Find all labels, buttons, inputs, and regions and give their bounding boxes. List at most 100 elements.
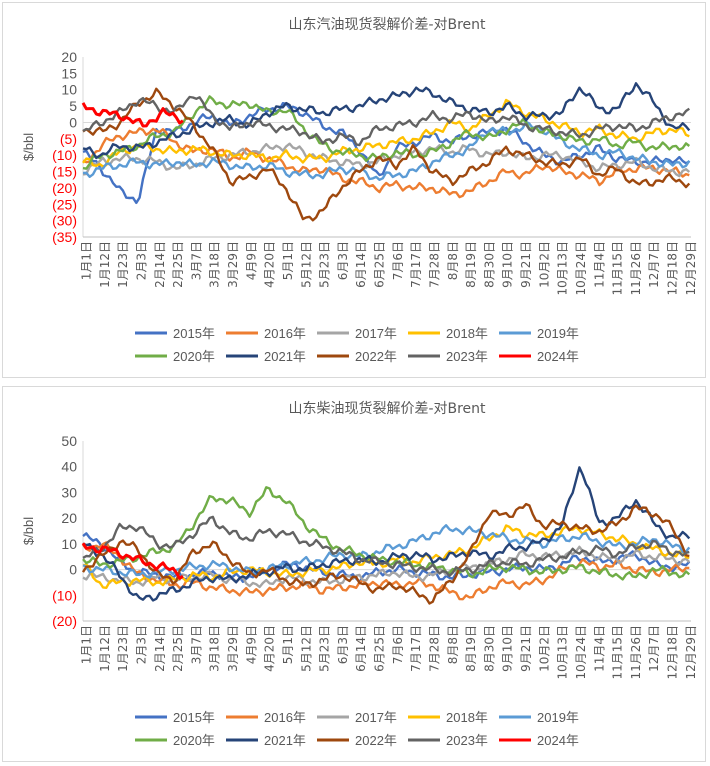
series-line-2023年: [82, 515, 690, 578]
x-tick-label: 8月19日: [464, 625, 478, 672]
x-tick-label: 3月18日: [208, 241, 222, 288]
gasoline-chart-svg: 山东汽油现货裂解价差-对Brent $/bbl 20151050(5)(10)(15…: [21, 16, 698, 364]
x-tick-label: 12月7日: [647, 625, 661, 672]
series-line-2022年: [82, 87, 691, 222]
x-tick-label: 5月12日: [299, 241, 313, 288]
x-tick-label: 11月15日: [611, 241, 625, 296]
x-tick-label: 10月13日: [556, 241, 570, 296]
x-tick-label: 2月25日: [171, 625, 185, 672]
legend-label: 2020年: [173, 349, 215, 364]
x-tick-label: 10月13日: [556, 625, 570, 680]
legend-label: 2022年: [355, 733, 397, 748]
series-line-2022年: [81, 502, 690, 605]
x-tick-label: 5月23日: [318, 241, 332, 288]
series-line-2016年: [82, 541, 690, 601]
x-tick-label: 5月12日: [299, 625, 313, 672]
legend-label: 2021年: [264, 733, 306, 748]
x-tick-label: 5月1日: [281, 241, 295, 280]
x-tick-label: 9月10日: [501, 625, 515, 672]
legend-label: 2022年: [355, 349, 397, 364]
x-tick-label: 7月6日: [391, 625, 405, 664]
x-tick-label: 6月3日: [336, 241, 350, 280]
x-tick-label: 9月21日: [519, 241, 533, 288]
series-line-2020年: [82, 486, 691, 581]
x-tick-label: 8月8日: [446, 625, 460, 664]
legend-label: 2016年: [264, 326, 306, 341]
legend-label: 2018年: [446, 326, 488, 341]
x-tick-label: 4月9日: [244, 241, 258, 280]
x-tick-label: 11月15日: [611, 625, 625, 680]
y-tick-label: 15: [61, 65, 77, 81]
chart-title: 山东汽油现货裂解价差-对Brent: [288, 16, 486, 33]
x-tick-label: 11月26日: [629, 625, 643, 680]
x-tick-label: 4月20日: [263, 241, 277, 288]
series-line-2018年: [82, 98, 690, 168]
y-tick-label: 20: [61, 510, 77, 526]
x-tick-label: 2月25日: [171, 241, 185, 288]
x-tick-label: 1月23日: [116, 241, 130, 288]
y-tick-label: 20: [61, 49, 77, 65]
y-tick-label: 10: [61, 82, 77, 98]
x-tick-label: 3月29日: [226, 625, 240, 672]
x-tick-label: 6月14日: [354, 625, 368, 672]
x-tick-label: 2月3日: [134, 241, 148, 280]
y-tick-label: (35): [52, 229, 77, 245]
y-tick-label: 50: [61, 433, 77, 449]
y-tick-label: (5): [60, 131, 77, 147]
y-axis-label: $/bbl: [21, 133, 36, 161]
legend-label: 2023年: [446, 349, 488, 364]
x-tick-label: 6月3日: [336, 625, 350, 664]
series-line-2023年: [82, 95, 690, 147]
series-line-2018年: [82, 524, 690, 590]
diesel-chart-svg: 山东柴油现货裂解价差-对Brent $/bbl 50 40 30 20 10 0 (10) (20…: [21, 400, 698, 748]
y-tick-label: (20): [52, 180, 77, 196]
x-tick-label: 1月12日: [98, 625, 112, 672]
x-tick-label: 7月17日: [409, 241, 423, 288]
legend-label: 2019年: [537, 326, 579, 341]
x-tick-label: 3月29日: [226, 241, 240, 288]
series-line-2024年: [81, 542, 184, 580]
legend-label: 2024年: [537, 733, 579, 748]
y-tick-label: 30: [61, 484, 77, 500]
y-axis-label: $/bbl: [21, 517, 36, 545]
series-line-2020年: [82, 95, 691, 170]
x-tick-label: 1月1日: [80, 241, 94, 280]
legend-label: 2015年: [173, 326, 215, 341]
x-tick-label: 8月30日: [482, 241, 496, 288]
y-tick-label: (10): [52, 587, 77, 603]
series-line-2024年: [81, 102, 184, 128]
x-tick-label: 1月23日: [116, 625, 130, 672]
x-tick-label: 9月21日: [519, 625, 533, 672]
x-tick-label: 6月14日: [354, 241, 368, 288]
chart-title: 山东柴油现货裂解价差-对Brent: [288, 400, 486, 417]
x-tick-label: 5月23日: [318, 625, 332, 672]
legend-label: 2021年: [264, 349, 306, 364]
x-tick-label: 11月26日: [629, 241, 643, 296]
x-tick-label: 3月7日: [189, 625, 203, 664]
x-tick-label: 7月28日: [427, 241, 441, 288]
x-tick-label: 2月3日: [134, 625, 148, 664]
x-tick-label: 4月20日: [263, 625, 277, 672]
legend-label: 2016年: [264, 710, 306, 725]
x-tick-label: 10月24日: [574, 625, 588, 680]
x-tick-label: 10月2日: [537, 625, 551, 672]
x-tick-label: 12月29日: [684, 625, 698, 680]
x-tick-label: 4月9日: [244, 625, 258, 664]
series-line-2019年: [82, 120, 691, 182]
legend-label: 2019年: [537, 710, 579, 725]
x-tick-label: 2月14日: [153, 241, 167, 288]
legend-label: 2020年: [173, 733, 215, 748]
y-tick-label: 0: [69, 114, 77, 130]
y-tick-label: 40: [61, 459, 77, 475]
x-tick-label: 8月30日: [482, 625, 496, 672]
y-tick-label: (30): [52, 213, 77, 229]
series-line-2019年: [82, 524, 691, 579]
x-tick-label: 12月18日: [666, 625, 680, 680]
y-tick-label: (25): [52, 196, 77, 212]
series-line-2015年: [82, 101, 690, 205]
diesel-crack-spread-chart: 山东柴油现货裂解价差-对Brent $/bbl 50 40 30 20 10 0 (10) (20…: [2, 386, 706, 762]
legend-label: 2017年: [355, 710, 397, 725]
x-tick-label: 7月6日: [391, 241, 405, 280]
x-tick-label: 6月25日: [373, 625, 387, 672]
x-tick-label: 11月4日: [592, 625, 606, 672]
